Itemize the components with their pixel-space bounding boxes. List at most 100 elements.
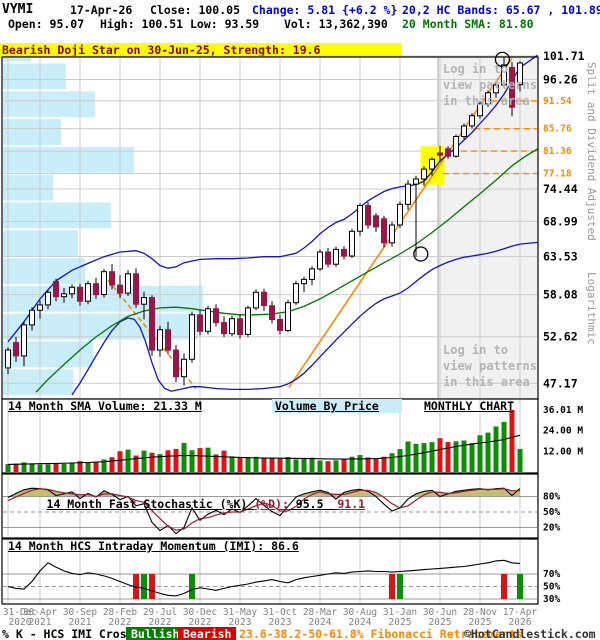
volume-bar (325, 461, 331, 472)
candle-body (349, 230, 355, 257)
candle-body (277, 318, 283, 331)
quote-volume: Vol: 13,362,390 (284, 17, 388, 31)
volume-bar (309, 457, 315, 472)
stochastic-d-value: 91.1 (337, 497, 366, 511)
candle-body (301, 278, 307, 285)
volume-bar (5, 464, 11, 472)
copyright-link[interactable]: ©HotCandlestick.com (464, 627, 596, 640)
candle-body (53, 281, 59, 298)
axis-label: 28-Feb (103, 607, 138, 618)
candle-body (221, 322, 227, 335)
volume-bar (301, 457, 307, 472)
quote-low: Low: 93.59 (190, 17, 260, 31)
volume-bar (37, 464, 43, 472)
ticker-symbol: VYMI (2, 2, 34, 17)
axis-label: 31-Jan (383, 607, 417, 618)
volume-bar (293, 459, 299, 472)
volume-bar (173, 448, 179, 472)
imi-crossover-signal-green (189, 574, 195, 599)
candle-body (461, 125, 467, 137)
candle-body (293, 283, 299, 304)
candle-body (453, 136, 459, 157)
axis-label: 91.54 (543, 96, 572, 107)
volume-bar (101, 459, 107, 472)
price-axis: 101.71 96.26 91.54 85.76 81.36 77.18 74.44 68.9… (543, 49, 585, 390)
candle-body (181, 358, 187, 378)
volume-panel: 36.01 M 24.00 M 12.00 M (1, 398, 583, 474)
vbp-bar (3, 63, 66, 90)
candle-body (141, 297, 147, 305)
stochastic-panel: 80% 50% 20% (1, 473, 560, 539)
volume-bar (197, 448, 203, 472)
axis-label: 52.62 (543, 330, 578, 344)
axis-label: 24.00 M (543, 426, 583, 437)
volume-bar (29, 463, 35, 472)
volume-bar (501, 421, 507, 472)
candle-body (285, 302, 291, 332)
volume-bar (125, 449, 131, 472)
axis-label: 2021 (29, 617, 52, 628)
volume-bar (477, 435, 483, 472)
volume-bar (413, 443, 419, 472)
volume-bar (205, 447, 211, 472)
volume-bar (229, 456, 235, 472)
axis-label: 2025 (429, 617, 452, 628)
candle-body (325, 251, 331, 265)
axis-label: 96.26 (543, 72, 578, 86)
volume-bar (421, 443, 427, 472)
volume-panel-title: 14 Month SMA Volume: 21.33 M (8, 399, 202, 413)
candle-body (397, 203, 403, 226)
overbought-fill (8, 488, 520, 497)
sma-value: 20 Month SMA: 81.80 (402, 17, 534, 31)
candle-body (125, 273, 131, 294)
axis-label: 30% (543, 594, 560, 605)
candle-body (517, 62, 523, 86)
volume-bar (157, 454, 163, 472)
candle-body (77, 286, 83, 302)
candle-body (501, 64, 507, 86)
candle-body (317, 251, 323, 270)
axis-label: 2022 (149, 617, 172, 628)
candle-body (189, 314, 195, 360)
bullish-badge: Bullish (126, 627, 185, 640)
candle-body (205, 308, 211, 332)
vbp-bar (3, 119, 61, 145)
candle-body (381, 218, 387, 244)
imi-crossover-signal-green (397, 574, 403, 599)
axis-label: 81.36 (543, 146, 572, 157)
volume-bar (149, 452, 155, 472)
volume-bar (485, 432, 491, 472)
volume-bar (93, 462, 99, 472)
stochastic-k-label: 14 Month Fast Stochastic (%K) (46, 497, 255, 511)
volume-bar (261, 458, 267, 472)
volume-bar (117, 451, 123, 472)
volume-bar (317, 460, 323, 472)
candle-body (21, 324, 27, 357)
axis-label: 2023 (229, 617, 252, 628)
volume-bar (333, 460, 339, 472)
x-axis-labels: 31-Dec202030-Apr202130-Sep202128-Feb2022… (3, 607, 538, 628)
login-overlay-top[interactable]: Log in to view patterns in this area (443, 62, 537, 108)
axis-label: 29-Jul (143, 607, 177, 618)
volume-bar (253, 456, 259, 472)
candle-body (253, 291, 259, 309)
adjusted-axis-label: Split and Dividend Adjusted (585, 62, 598, 241)
login-overlay-bottom[interactable]: Log in to view patterns in this area (443, 343, 537, 389)
candle-body (213, 308, 219, 324)
candle-body (109, 271, 115, 286)
candle-body (45, 291, 51, 306)
volume-bar (437, 438, 443, 472)
axis-label: 50% (543, 582, 560, 593)
volume-bar (213, 454, 219, 472)
axis-label: 30-Dec (183, 607, 217, 618)
axis-label: 28-Nov (463, 607, 498, 618)
quote-open: Open: 95.07 (8, 17, 85, 31)
stochastic-k-value: 95.5 (288, 497, 338, 511)
candle-body (365, 205, 371, 226)
candle-body (69, 286, 75, 295)
volume-bar (269, 457, 275, 472)
volume-bar (469, 443, 475, 472)
candle-body (133, 273, 139, 305)
volume-bar (285, 457, 291, 472)
